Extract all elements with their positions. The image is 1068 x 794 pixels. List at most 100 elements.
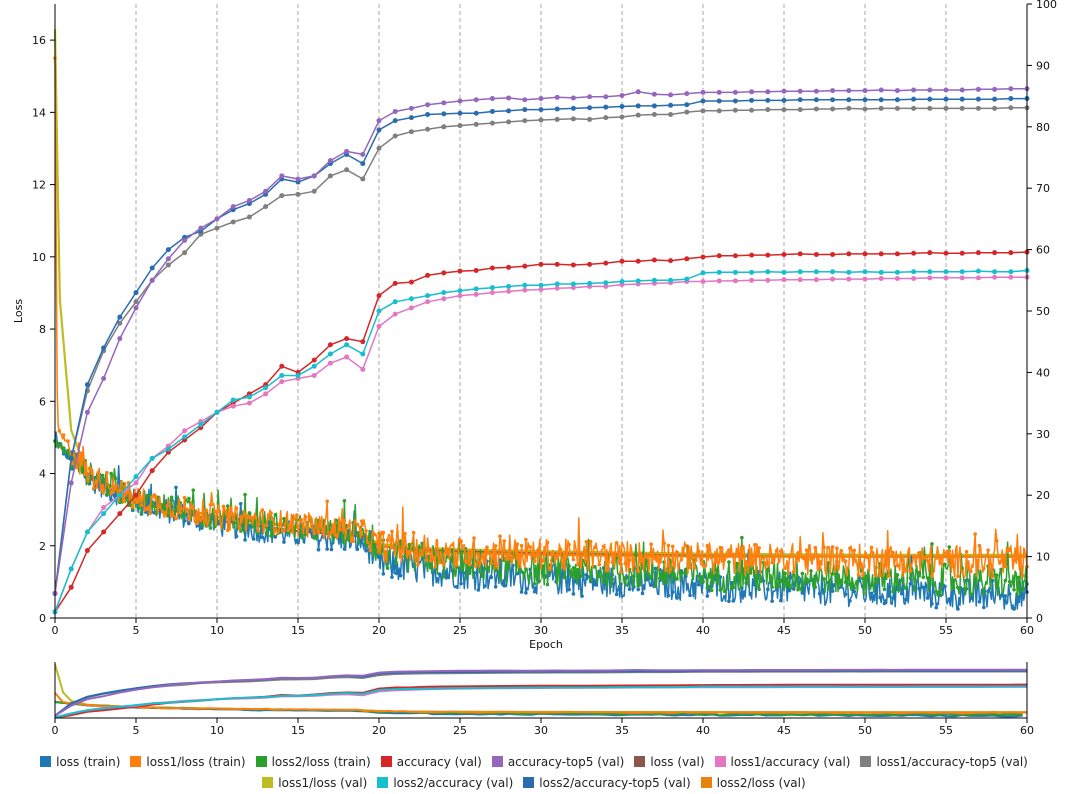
data-point <box>692 582 697 586</box>
data-point <box>381 530 386 535</box>
data-point <box>781 88 787 94</box>
data-point <box>645 577 649 582</box>
legend-item[interactable]: loss2/accuracy (val) <box>377 773 513 794</box>
data-point <box>66 439 70 443</box>
data-point <box>457 293 463 299</box>
data-point <box>1008 105 1014 111</box>
data-point <box>846 251 852 257</box>
legend-item[interactable]: loss1/loss (val) <box>262 773 367 794</box>
data-point <box>96 470 100 475</box>
data-point <box>791 569 796 574</box>
data-point <box>619 114 625 120</box>
data-point <box>797 277 803 283</box>
data-point <box>398 573 403 578</box>
data-point <box>359 519 364 523</box>
data-point <box>524 537 528 542</box>
legend-item[interactable]: accuracy (val) <box>380 752 482 773</box>
data-point <box>800 555 805 560</box>
legend-swatch <box>255 756 267 767</box>
data-point <box>57 443 62 447</box>
data-point <box>791 572 796 577</box>
data-point <box>886 594 891 598</box>
legend-item[interactable]: loss2/loss (val) <box>700 773 806 794</box>
data-point <box>562 575 567 580</box>
data-point <box>424 558 429 562</box>
data-point <box>587 280 593 286</box>
data-point <box>975 86 981 92</box>
data-point <box>994 538 999 543</box>
data-point <box>407 549 412 554</box>
legend-item[interactable]: accuracy-top5 (val) <box>491 752 624 773</box>
data-point <box>610 577 615 581</box>
x-tick-label: 20 <box>372 624 386 637</box>
data-point <box>934 605 939 610</box>
data-point <box>943 87 949 93</box>
data-point <box>133 305 139 311</box>
data-point <box>295 538 299 543</box>
legend-item[interactable]: loss1/accuracy (val) <box>714 752 850 773</box>
data-point <box>1008 269 1014 275</box>
data-point <box>295 513 299 517</box>
data-point <box>243 513 247 518</box>
data-point <box>368 548 373 553</box>
data-point <box>653 566 658 571</box>
data-point <box>927 250 933 256</box>
legend-swatch <box>377 777 389 788</box>
data-point <box>506 566 511 571</box>
data-point <box>344 336 350 342</box>
data-point <box>213 509 217 514</box>
data-point <box>861 576 865 581</box>
data-point <box>182 495 187 500</box>
data-point <box>1020 573 1025 578</box>
data-point <box>822 577 826 581</box>
data-point <box>506 264 512 270</box>
legend-item[interactable]: loss1/loss (train) <box>130 752 246 773</box>
data-point <box>861 573 865 578</box>
data-point <box>149 277 155 283</box>
data-point <box>420 552 425 557</box>
data-point <box>748 571 753 575</box>
data-point <box>308 515 312 519</box>
data-point <box>459 566 463 571</box>
legend-swatch <box>634 756 646 767</box>
data-point <box>342 518 347 523</box>
legend-item[interactable]: loss2/accuracy-top5 (val) <box>523 773 691 794</box>
data-point <box>214 225 220 231</box>
data-point <box>908 576 913 580</box>
data-point <box>917 570 921 575</box>
legend-item[interactable]: loss1/accuracy-top5 (val) <box>860 752 1028 773</box>
x-tick-label: 5 <box>133 624 140 637</box>
legend-item[interactable]: loss2/loss (train) <box>255 752 371 773</box>
data-point <box>992 86 998 92</box>
data-point <box>862 251 868 257</box>
data-point <box>364 549 368 553</box>
data-point <box>528 573 532 578</box>
data-point <box>408 129 414 135</box>
data-point <box>635 258 641 264</box>
data-point <box>290 530 295 535</box>
y-right-tick-label: 20 <box>1036 489 1050 502</box>
data-point <box>732 269 738 275</box>
data-point <box>869 583 874 588</box>
data-point <box>921 585 926 590</box>
data-point <box>425 112 431 118</box>
data-point <box>766 587 770 592</box>
data-point <box>865 575 869 580</box>
data-point <box>716 278 722 284</box>
data-point <box>969 592 973 597</box>
data-point <box>200 516 204 521</box>
legend-item[interactable]: loss (train) <box>40 752 120 773</box>
data-point <box>511 555 515 560</box>
y-right-tick-label: 40 <box>1036 366 1050 379</box>
data-point <box>716 98 722 104</box>
data-point <box>894 251 900 257</box>
data-point <box>303 515 308 519</box>
data-point <box>835 546 839 551</box>
data-point <box>541 564 545 568</box>
legend-label: loss (train) <box>56 755 121 769</box>
data-point <box>701 563 705 567</box>
legend-item[interactable]: loss (val) <box>634 752 705 773</box>
data-point <box>117 314 123 320</box>
data-point <box>878 275 884 281</box>
data-point <box>567 542 571 547</box>
